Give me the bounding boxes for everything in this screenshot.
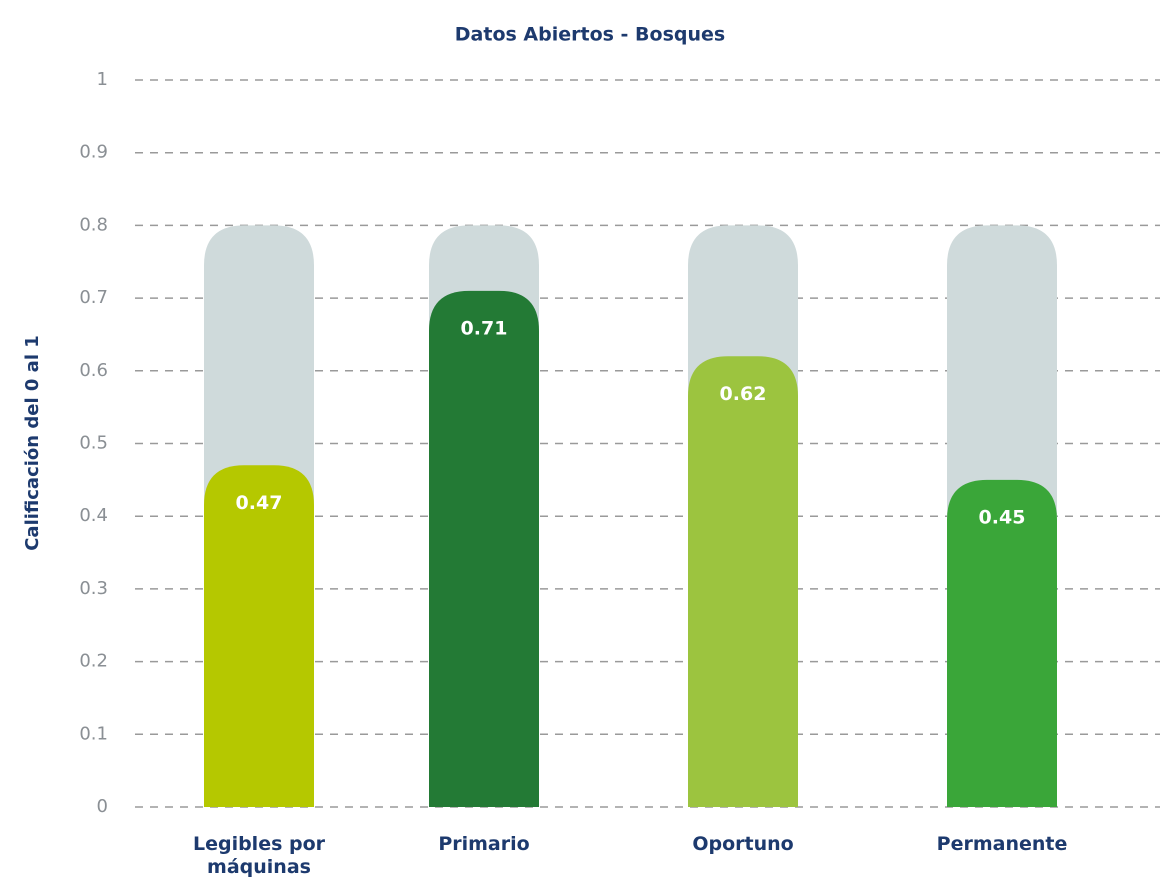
bar	[947, 479, 1057, 807]
y-tick-label: 0.8	[79, 214, 108, 235]
y-tick-label: 0.6	[79, 360, 108, 381]
y-tick-label: 0.1	[79, 723, 108, 744]
chart-title: Datos Abiertos - Bosques	[455, 24, 725, 46]
y-tick-label: 0	[97, 796, 108, 817]
x-tick-label: Oportuno	[692, 833, 794, 855]
y-tick-label: 0.7	[79, 287, 108, 308]
bar	[429, 290, 539, 808]
y-tick-label: 0.5	[79, 433, 108, 454]
x-tick-label: Primario	[438, 833, 530, 855]
value-label: 0.47	[236, 492, 283, 514]
x-tick-label: Legibles por máquinas	[192, 833, 326, 878]
y-tick-label: 0.2	[79, 651, 108, 672]
bar	[204, 465, 314, 807]
value-label: 0.62	[720, 383, 767, 405]
bar	[688, 356, 798, 807]
y-tick-label: 0.4	[79, 505, 108, 526]
x-tick-label: Permanente	[936, 833, 1068, 855]
y-axis-label: Calificación del 0 al 1	[22, 335, 43, 551]
value-label: 0.71	[461, 317, 508, 339]
y-tick-label: 1	[97, 69, 108, 90]
value-label: 0.45	[979, 506, 1026, 528]
y-tick-label: 0.3	[79, 578, 108, 599]
y-tick-label: 0.9	[79, 142, 108, 163]
